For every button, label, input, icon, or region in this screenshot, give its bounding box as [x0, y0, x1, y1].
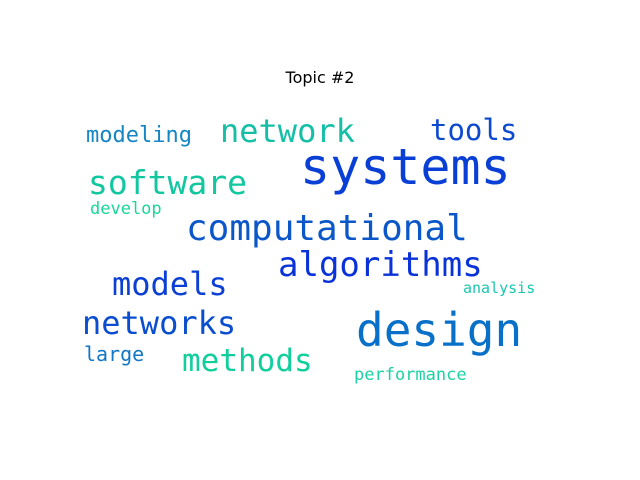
- chart-title: Topic #2: [285, 68, 355, 87]
- word-modeling: modeling: [86, 123, 192, 148]
- word-computational: computational: [186, 208, 468, 249]
- word-network: network: [220, 112, 355, 150]
- word-design: design: [356, 303, 522, 357]
- word-models: models: [112, 265, 228, 303]
- word-software: software: [88, 163, 247, 202]
- word-analysis: analysis: [463, 279, 535, 297]
- word-performance: performance: [354, 365, 467, 385]
- word-develop: develop: [90, 199, 162, 219]
- word-methods: methods: [182, 343, 313, 379]
- word-networks: networks: [82, 304, 236, 342]
- word-systems: systems: [300, 138, 511, 196]
- word-large: large: [84, 342, 144, 366]
- word-tools: tools: [430, 113, 517, 147]
- word-algorithms: algorithms: [278, 245, 483, 285]
